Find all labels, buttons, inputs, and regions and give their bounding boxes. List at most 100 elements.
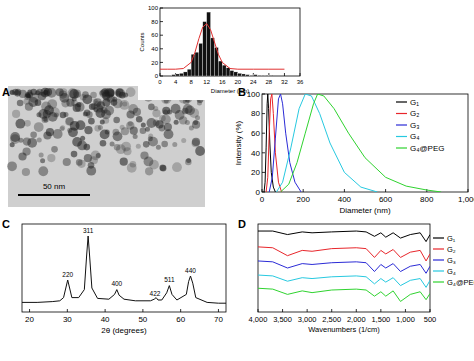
histogram-bar bbox=[242, 74, 246, 76]
tem-particle bbox=[160, 165, 167, 172]
tem-particle bbox=[38, 166, 48, 176]
x-tick bbox=[160, 73, 161, 76]
x-tick-label: 600 bbox=[379, 195, 393, 204]
tem-particle bbox=[7, 161, 17, 171]
x-tick-label: 50 bbox=[138, 315, 147, 324]
x-axis-label: Wavenumbers (1/cm) bbox=[308, 325, 380, 334]
series-line bbox=[258, 231, 430, 242]
panel-label: A bbox=[2, 86, 10, 98]
legend-label: G₄@PEG bbox=[447, 278, 474, 287]
plot-marks bbox=[160, 12, 284, 76]
tem-particle bbox=[130, 127, 138, 135]
tem-particle bbox=[84, 126, 92, 134]
legend: G₁G₂G₃G₄G₄@PEG bbox=[396, 98, 445, 153]
tem-particle bbox=[100, 129, 110, 139]
x-tick bbox=[468, 189, 469, 192]
tem-particle bbox=[59, 126, 64, 131]
tem-particle bbox=[113, 117, 120, 124]
x-tick-label: 8 bbox=[189, 79, 193, 85]
tem-particle bbox=[59, 88, 67, 96]
histogram-bar bbox=[172, 75, 176, 76]
histogram-bar bbox=[176, 74, 180, 76]
legend-label: G₄@PEG bbox=[410, 144, 445, 153]
legend-label: G₃ bbox=[410, 121, 419, 130]
x-tick bbox=[405, 309, 406, 312]
tem-particle bbox=[115, 88, 125, 98]
tem-particle bbox=[38, 92, 46, 100]
x-tick-label: 4,000 bbox=[249, 315, 268, 324]
y-tick bbox=[262, 94, 265, 95]
x-tick-label: 1,000 bbox=[396, 315, 415, 324]
legend-label: G₄ bbox=[447, 267, 456, 276]
y-tick-label: 40 bbox=[151, 46, 158, 52]
y-tick bbox=[160, 8, 163, 9]
y-tick-label: 40 bbox=[251, 149, 260, 158]
tem-particle bbox=[22, 148, 30, 156]
x-tick bbox=[430, 309, 431, 312]
x-tick-label: 200 bbox=[297, 195, 311, 204]
tem-particle bbox=[67, 128, 72, 133]
x-tick-label: 20 bbox=[25, 315, 34, 324]
tem-particle bbox=[189, 108, 199, 118]
x-tick bbox=[142, 309, 143, 312]
tem-particle bbox=[161, 141, 168, 148]
tem-particle bbox=[101, 88, 109, 96]
y-tick bbox=[262, 152, 265, 153]
tem-particle bbox=[119, 92, 126, 99]
panel-label: B bbox=[238, 86, 246, 98]
histogram-bar bbox=[183, 72, 187, 76]
y-tick-label: 20 bbox=[151, 60, 158, 66]
x-tick-label: 70 bbox=[214, 315, 223, 324]
tem-particle bbox=[89, 103, 96, 110]
peak-label: 422 bbox=[150, 290, 161, 297]
tem-particle bbox=[189, 125, 194, 130]
series-line bbox=[266, 94, 281, 192]
axes: 4,0003,5003,0002,5002,0001,5001,000500Wa… bbox=[249, 224, 437, 334]
tem-particle bbox=[39, 152, 44, 157]
x-tick-label: 0 bbox=[158, 79, 162, 85]
tem-particle bbox=[181, 138, 186, 143]
tem-particle bbox=[144, 157, 154, 167]
legend: G₁G₂G₃G₄G₄@PEG bbox=[433, 234, 474, 287]
tem-particle bbox=[47, 88, 57, 98]
plot-frame bbox=[160, 8, 300, 76]
histogram-bar bbox=[257, 75, 261, 76]
histogram-bar bbox=[269, 75, 273, 76]
tem-particle bbox=[96, 153, 101, 158]
axes: 02004006008001,000020406080100Diameter (… bbox=[234, 90, 474, 215]
tem-particle bbox=[126, 87, 136, 97]
series-line bbox=[258, 275, 430, 287]
series-line bbox=[22, 236, 226, 303]
x-tick-label: 24 bbox=[250, 79, 257, 85]
plot-marks bbox=[22, 236, 226, 303]
legend-swatch bbox=[433, 281, 444, 282]
y-tick bbox=[262, 113, 265, 114]
plot-frame bbox=[258, 224, 430, 312]
tem-particle bbox=[112, 97, 117, 102]
histogram-bar bbox=[226, 68, 230, 76]
x-tick-label: 60 bbox=[176, 315, 185, 324]
tem-particle bbox=[147, 118, 157, 128]
tem-particle bbox=[152, 109, 160, 117]
tem-particle bbox=[34, 122, 44, 132]
tem-particle bbox=[82, 94, 92, 104]
tem-particle bbox=[141, 122, 146, 127]
tem-particle bbox=[88, 118, 95, 125]
x-axis-label: Diameter (nm) bbox=[339, 206, 390, 215]
tem-particle bbox=[42, 116, 49, 123]
x-tick bbox=[380, 309, 381, 312]
tem-particle bbox=[98, 125, 103, 130]
x-tick bbox=[105, 309, 106, 312]
tem-particle bbox=[63, 158, 71, 166]
y-tick bbox=[160, 48, 163, 49]
histogram-bar bbox=[203, 22, 207, 76]
x-tick bbox=[300, 73, 301, 76]
tem-particle bbox=[175, 110, 185, 120]
tem-particle bbox=[30, 132, 37, 139]
peak-label: 400 bbox=[111, 280, 122, 287]
legend-swatch bbox=[433, 270, 444, 271]
legend-swatch bbox=[433, 237, 444, 238]
tem-particle bbox=[54, 113, 59, 118]
fit-curve bbox=[160, 24, 284, 70]
tem-particle bbox=[159, 125, 166, 132]
